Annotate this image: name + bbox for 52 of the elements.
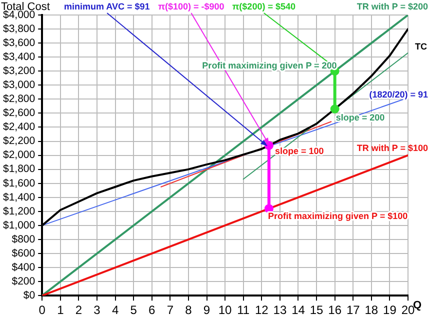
- annotation: π($200) = $540: [232, 1, 296, 12]
- y-tick-label: $2,200: [2, 135, 36, 148]
- x-tick-label: 17: [346, 303, 360, 318]
- x-tick-label: 1: [57, 303, 64, 318]
- y-tick-label: $1,000: [2, 219, 36, 232]
- y-tick-label: $3,800: [2, 22, 36, 35]
- x-tick-label: 0: [38, 303, 46, 318]
- y-tick-label: $400: [12, 261, 36, 274]
- x-tick-label: 13: [273, 303, 287, 318]
- y-tick-label: $200: [12, 275, 36, 288]
- annotation: Profit maximizing given P = $100: [268, 211, 408, 222]
- y-tick-label: $2,600: [2, 107, 36, 120]
- y-tick-label: $1,400: [2, 191, 36, 204]
- series-label: TR with P = $200: [356, 1, 428, 12]
- y-tick-label: $0: [23, 289, 36, 302]
- x-tick-label: 18: [364, 303, 378, 318]
- y-tick-label: $2,000: [2, 149, 36, 162]
- annotation: π($100) = -$900: [158, 1, 224, 12]
- x-tick-label: 11: [237, 303, 250, 318]
- y-tick-label: $800: [12, 233, 36, 246]
- y-tick-label: $3,600: [2, 36, 36, 49]
- y-tick-label: $1,600: [2, 177, 36, 190]
- x-tick-label: 10: [218, 303, 232, 318]
- x-tick-label: 20: [401, 303, 415, 318]
- x-tick-label: 4: [112, 303, 119, 318]
- x-tick-label: 14: [292, 303, 306, 318]
- y-tick-label: $3,400: [2, 50, 36, 63]
- x-tick-label: 2: [75, 303, 82, 318]
- x-tick-label: 6: [148, 303, 156, 318]
- y-tick-label: $2,400: [2, 121, 36, 134]
- y-tick-label: $3,200: [2, 65, 36, 78]
- x-tick-label: 15: [310, 303, 324, 318]
- x-tick-label: 5: [130, 303, 138, 318]
- x-axis-title: Q: [413, 300, 422, 312]
- point: [264, 204, 274, 214]
- annotation: (1820/20) = 91: [369, 89, 428, 100]
- x-tick-label: 8: [185, 303, 192, 318]
- y-tick-label: $2,800: [2, 93, 36, 106]
- annotation: minimum AVC = $91: [64, 1, 150, 12]
- y-tick-label: $3,000: [2, 79, 36, 92]
- x-tick-label: 19: [383, 303, 397, 318]
- y-tick-label: $1,800: [2, 163, 36, 176]
- point: [330, 104, 340, 114]
- y-tick-label: $600: [12, 247, 36, 260]
- series-label: TR with P = $100: [356, 142, 428, 153]
- x-tick-label: 12: [254, 303, 269, 318]
- x-tick-label: 16: [328, 303, 342, 318]
- x-tick-label: 7: [166, 303, 174, 318]
- x-tick-label: 3: [94, 303, 101, 318]
- x-tick-label: 9: [203, 303, 210, 318]
- y-tick-label: $1,200: [2, 205, 36, 218]
- series-label: TC: [415, 42, 428, 52]
